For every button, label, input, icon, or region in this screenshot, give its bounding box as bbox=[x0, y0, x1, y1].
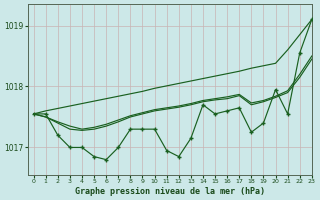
X-axis label: Graphe pression niveau de la mer (hPa): Graphe pression niveau de la mer (hPa) bbox=[75, 187, 265, 196]
